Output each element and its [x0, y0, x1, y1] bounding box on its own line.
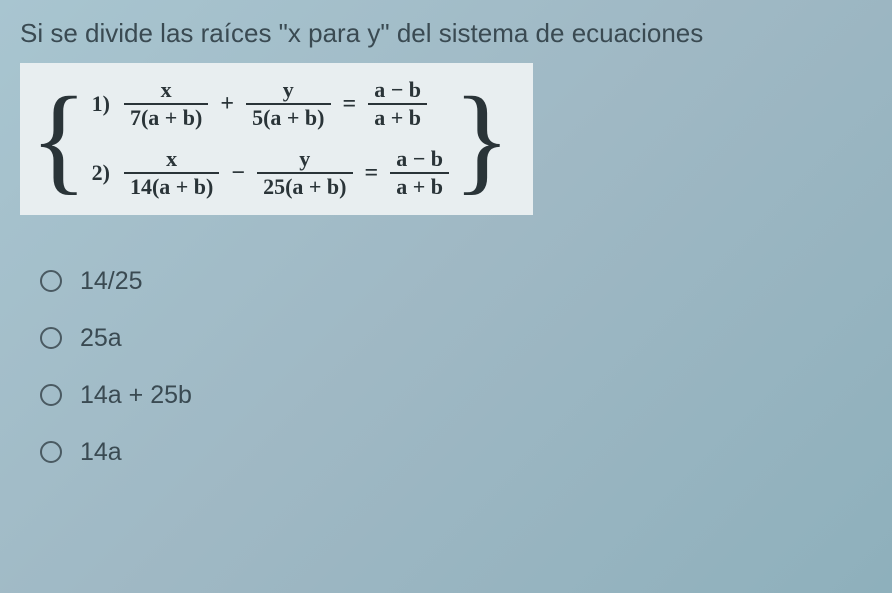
radio-icon[interactable]: [40, 327, 62, 349]
frac-top: a − b: [368, 77, 427, 103]
option-label: 14/25: [80, 267, 143, 296]
right-brace: }: [453, 77, 511, 201]
option-b[interactable]: 25a: [40, 324, 872, 353]
option-label: 25a: [80, 324, 122, 353]
fraction-2-1: x 14(a + b): [124, 146, 219, 201]
operator-plus: +: [218, 91, 236, 118]
fraction-1-3: a − b a + b: [368, 77, 427, 132]
equation-row-1: 1) x 7(a + b) + y 5(a + b) = a − b a + b: [92, 77, 449, 132]
frac-top: y: [277, 77, 300, 103]
equation-inner: { 1) x 7(a + b) + y 5(a + b) = a − b: [30, 77, 511, 201]
option-a[interactable]: 14/25: [40, 267, 872, 296]
frac-top: x: [155, 77, 178, 103]
frac-top: y: [293, 146, 316, 172]
equation-rows: 1) x 7(a + b) + y 5(a + b) = a − b a + b: [92, 77, 449, 201]
fraction-1-1: x 7(a + b): [124, 77, 208, 132]
fraction-2-3: a − b a + b: [390, 146, 449, 201]
operator-equals: =: [341, 91, 359, 118]
option-label: 14a + 25b: [80, 381, 192, 410]
radio-icon[interactable]: [40, 384, 62, 406]
option-d[interactable]: 14a: [40, 438, 872, 467]
operator-minus: −: [229, 160, 247, 187]
equation-row-2: 2) x 14(a + b) − y 25(a + b) = a − b a +…: [92, 146, 449, 201]
equation-number-2: 2): [92, 160, 110, 186]
frac-bot: 14(a + b): [124, 174, 219, 200]
fraction-1-2: y 5(a + b): [246, 77, 330, 132]
frac-bot: 5(a + b): [246, 105, 330, 131]
frac-top: a − b: [390, 146, 449, 172]
frac-bot: 25(a + b): [257, 174, 352, 200]
radio-icon[interactable]: [40, 441, 62, 463]
left-brace: {: [30, 77, 88, 201]
operator-equals: =: [363, 160, 381, 187]
equation-number-1: 1): [92, 91, 110, 117]
frac-bot: a + b: [368, 105, 427, 131]
option-label: 14a: [80, 438, 122, 467]
frac-bot: 7(a + b): [124, 105, 208, 131]
radio-icon[interactable]: [40, 270, 62, 292]
frac-top: x: [160, 146, 183, 172]
option-c[interactable]: 14a + 25b: [40, 381, 872, 410]
answer-options: 14/25 25a 14a + 25b 14a: [20, 267, 872, 467]
question-text: Si se divide las raíces "x para y" del s…: [20, 18, 872, 49]
fraction-2-2: y 25(a + b): [257, 146, 352, 201]
equation-system-box: { 1) x 7(a + b) + y 5(a + b) = a − b: [20, 63, 533, 215]
frac-bot: a + b: [390, 174, 449, 200]
